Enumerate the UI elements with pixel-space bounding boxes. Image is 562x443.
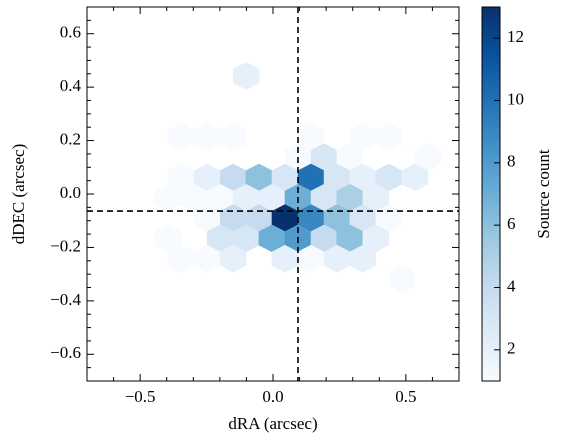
y-axis-label: dDEC (arcsec)	[9, 144, 28, 245]
x-tick-label: −0.5	[125, 387, 156, 406]
colorbar	[481, 6, 501, 382]
colorbar-tick-label: 4	[507, 276, 516, 295]
colorbar-tick-label: 12	[507, 27, 524, 46]
x-axis-label: dRA (arcsec)	[228, 414, 317, 433]
hexbin-cell	[232, 62, 260, 90]
y-tick-label: 0.0	[60, 183, 81, 202]
hexbin-cell	[401, 163, 429, 192]
hexbin-cell	[167, 123, 195, 151]
hexbin-cell	[349, 244, 377, 273]
y-tick-label: 0.2	[60, 129, 81, 148]
hexbin-cell	[375, 123, 403, 151]
hexbin-cell	[219, 123, 247, 151]
colorbar-tick-label: 8	[507, 152, 516, 171]
hexbin-cell	[219, 244, 247, 273]
y-tick-label: −0.2	[50, 236, 81, 255]
hexbin-cell	[388, 265, 416, 293]
colorbar-tick-label: 2	[507, 339, 516, 358]
colorbar-tick-label: 6	[507, 214, 516, 233]
x-tick-label: 0.5	[395, 387, 416, 406]
y-tick-label: −0.6	[50, 343, 81, 362]
x-tick-label: 0.0	[262, 387, 283, 406]
colorbar-label: Source count	[534, 149, 553, 239]
colorbar-tick-label: 10	[507, 89, 524, 108]
y-tick-label: 0.4	[60, 76, 82, 95]
hexbin-cell	[193, 123, 221, 151]
y-tick-label: −0.4	[50, 290, 81, 309]
y-tick-label: 0.6	[60, 23, 81, 42]
